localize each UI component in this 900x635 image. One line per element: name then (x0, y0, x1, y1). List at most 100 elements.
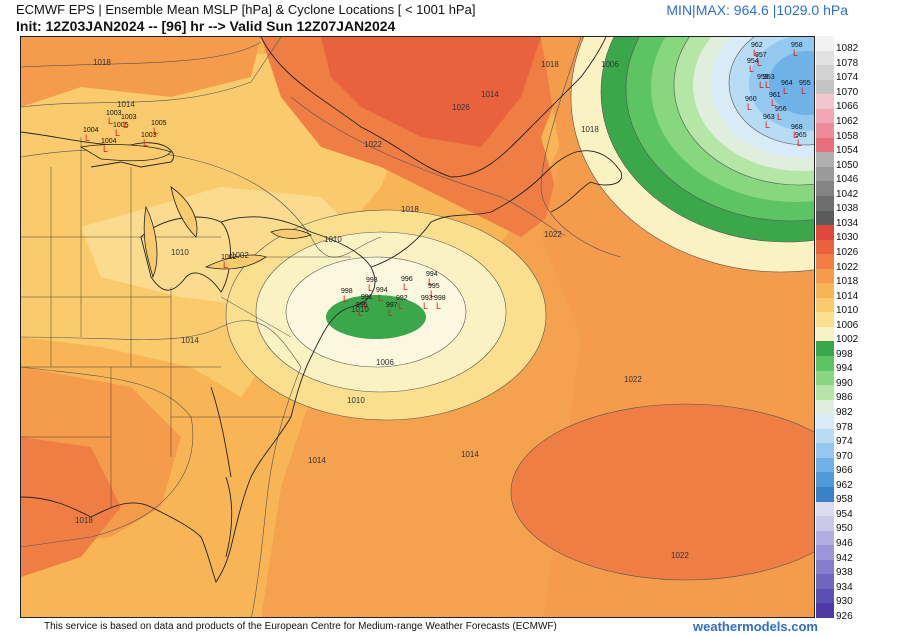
cyclone-L-marker: L (793, 130, 798, 140)
isobar-label: 1010 (351, 305, 369, 314)
cyclone-L-marker: L (108, 116, 113, 126)
isobar-label: 1018 (93, 58, 111, 67)
colorbar-swatch (816, 545, 834, 560)
cyclone-pressure-label: 956 (775, 106, 787, 113)
colorbar-swatch (816, 443, 834, 458)
isobar-label: 1002 (231, 251, 249, 260)
isobar-label: 1014 (117, 100, 135, 109)
colorbar-swatch (816, 486, 834, 502)
colorbar-tick-label: 1046 (836, 174, 859, 186)
cyclone-pressure-label: 1004 (101, 138, 117, 145)
cyclone-L-marker: L (765, 120, 770, 130)
cyclone-pressure-label: 1005 (151, 120, 167, 127)
cyclone-pressure-label: 1004 (83, 127, 99, 134)
colorbar-swatch (816, 414, 834, 429)
cyclone-pressure-label: 953 (763, 74, 775, 81)
isobar-label: 1014 (308, 456, 326, 465)
init-valid-line: Init: 12Z03JAN2024 -- [96] hr --> Valid … (16, 18, 396, 34)
cyclone-L-marker: L (430, 289, 435, 299)
cyclone-L-marker: L (343, 294, 348, 304)
cyclone-L-marker: L (115, 128, 120, 138)
cyclone-pressure-label: 995 (356, 302, 368, 309)
cyclone-L-marker: L (777, 112, 782, 122)
cyclone-pressure-label: 962 (751, 42, 763, 49)
colorbar-tick-label: 1058 (836, 130, 859, 142)
colorbar-tick-label: 1062 (836, 116, 859, 128)
colorbar-swatch (816, 108, 834, 124)
colorbar-swatch (816, 428, 834, 444)
cyclone-pressure-label: 998 (341, 288, 353, 295)
mslp-map: 1018 1014 1010 1002 1014 1010 1006 1010 1014 1018… (20, 36, 815, 618)
cyclone-L-marker: L (143, 138, 148, 148)
colorbar-tick-label: 1034 (836, 217, 859, 229)
colorbar-tick-label: 942 (836, 552, 853, 564)
colorbar-swatch (816, 501, 834, 517)
cyclone-pressure-label: 1002 (221, 254, 237, 261)
field-1026-canada (321, 37, 541, 147)
colorbar-swatch (816, 516, 834, 531)
cyclone-pressure-label: 957 (755, 52, 767, 59)
colorbar-swatch (816, 399, 834, 415)
colorbar-tick-label: 946 (836, 537, 853, 549)
colorbar-tick-label: 1022 (836, 261, 859, 273)
colorbar-swatch (816, 123, 834, 138)
colorbar-swatch (816, 166, 834, 182)
colorbar-tick-label: 982 (836, 407, 853, 419)
colorbar-swatch (816, 137, 834, 153)
cyclone-L-marker: L (123, 120, 128, 130)
colorbar-tick-label: 1070 (836, 86, 859, 98)
isobar-label: 1010 (171, 248, 189, 257)
cyclone-L-marker: L (358, 308, 363, 318)
colorbar-tick-label: 966 (836, 465, 853, 477)
cyclone-L-marker: L (783, 86, 788, 96)
colorbar-tick-label: 1042 (836, 188, 859, 200)
isobar-label: 1022 (671, 551, 689, 560)
cyclone-L-marker: L (428, 277, 433, 287)
isobar-label: 1022 (364, 140, 382, 149)
colorbar-swatch (816, 341, 834, 357)
cyclone-L-marker: L (759, 80, 764, 90)
cyclone-pressure-label: 994 (426, 271, 438, 278)
isobar-label: 1018 (75, 516, 93, 525)
colorbar-tick-label: 938 (836, 567, 853, 579)
cyclone-pressure-label: 994 (376, 287, 388, 294)
chart-title: ECMWF EPS | Ensemble Mean MSLP [hPa] & C… (16, 2, 476, 17)
cyclone-pressure-label: 1005 (113, 122, 129, 129)
cyclone-L-marker: L (747, 102, 752, 112)
colorbar-swatch (816, 254, 834, 269)
colorbar-tick-label: 1078 (836, 57, 859, 69)
isobar-label: 1010 (347, 396, 365, 405)
isobar-label: 1006 (376, 358, 394, 367)
isobar-label: 1018 (581, 125, 599, 134)
cyclone-pressure-label: 963 (763, 114, 775, 121)
cyclone-pressure-label: 965 (795, 132, 807, 139)
colorbar-tick-label: 986 (836, 392, 853, 404)
colorbar-swatch (816, 356, 834, 371)
colorbar-tick-label: 974 (836, 436, 853, 448)
colorbar-tick-label: 990 (836, 377, 853, 389)
colorbar-swatch (816, 79, 834, 95)
colorbar-swatch (816, 152, 834, 167)
colorbar-tick-label: 1018 (836, 276, 859, 288)
colorbar-swatch (816, 326, 834, 342)
footer-credit: This service is based on data and produc… (44, 621, 557, 632)
cyclone-L-marker: L (793, 48, 798, 58)
cyclone-pressure-label: 961 (769, 92, 781, 99)
isobar-label: 1006 (601, 60, 619, 69)
colorbar-swatch (816, 530, 834, 546)
brand-link[interactable]: weathermodels.com (693, 619, 818, 634)
colorbar-tick-label: 954 (836, 508, 853, 520)
cyclone-pressure-label: 992 (396, 295, 408, 302)
cyclone-L-marker: L (403, 282, 408, 292)
colorbar-tick-label: 1010 (836, 305, 859, 317)
colorbar-swatch (816, 370, 834, 386)
cyclone-L-marker: L (797, 138, 802, 148)
colorbar-swatch (816, 603, 834, 618)
colorbar-tick-label: 962 (836, 479, 853, 491)
cyclone-L-marker: L (223, 260, 228, 270)
colorbar-tick-label: 1066 (836, 101, 859, 113)
colorbar-tick-label: 1006 (836, 319, 859, 331)
cyclone-pressure-label: 968 (791, 124, 803, 131)
colorbar-tick-label: 1038 (836, 203, 859, 215)
